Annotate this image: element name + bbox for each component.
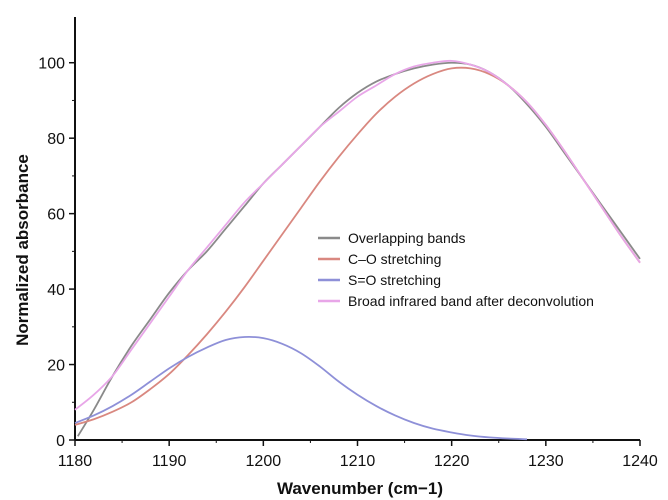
y-tick-label: 40 (47, 282, 65, 299)
x-tick-label: 1180 (58, 453, 93, 470)
x-tick-label: 1190 (152, 453, 187, 470)
x-tick-label: 1230 (528, 453, 564, 470)
x-tick-label: 1210 (340, 453, 376, 470)
legend-label-broad-band-deconvolution: Broad infrared band after deconvolution (348, 293, 594, 309)
series-layer (74, 59, 641, 441)
y-tick-label: 100 (38, 56, 65, 73)
series-line-c-o-stretching (74, 66, 641, 426)
x-axis-title: Wavenumber (cm−1) (277, 479, 443, 498)
x-tick-label: 1220 (434, 453, 470, 470)
legend-label-overlapping-bands: Overlapping bands (348, 230, 466, 246)
y-tick-label: 20 (47, 358, 65, 375)
series-line-broad-band-deconvolution (74, 59, 641, 411)
legend: Overlapping bands C–O stretching S=O stret… (318, 230, 594, 309)
legend-label-c-o-stretching: C–O stretching (348, 251, 441, 267)
x-tick-label: 1200 (246, 453, 282, 470)
y-tick-label: 0 (56, 433, 65, 450)
axes: 1180 1190 1200 1210 1220 1230 1240 0 20 40 60 80 100 (38, 17, 658, 470)
series-line-overlapping-bands (77, 61, 641, 437)
series-line-s-o-stretching (74, 335, 528, 441)
legend-label-s-o-stretching: S=O stretching (348, 272, 441, 288)
x-tick-label: 1240 (622, 453, 658, 470)
y-tick-label: 60 (47, 207, 65, 224)
y-axis-title: Normalized absorbance (13, 154, 32, 346)
y-tick-label: 80 (47, 131, 65, 148)
